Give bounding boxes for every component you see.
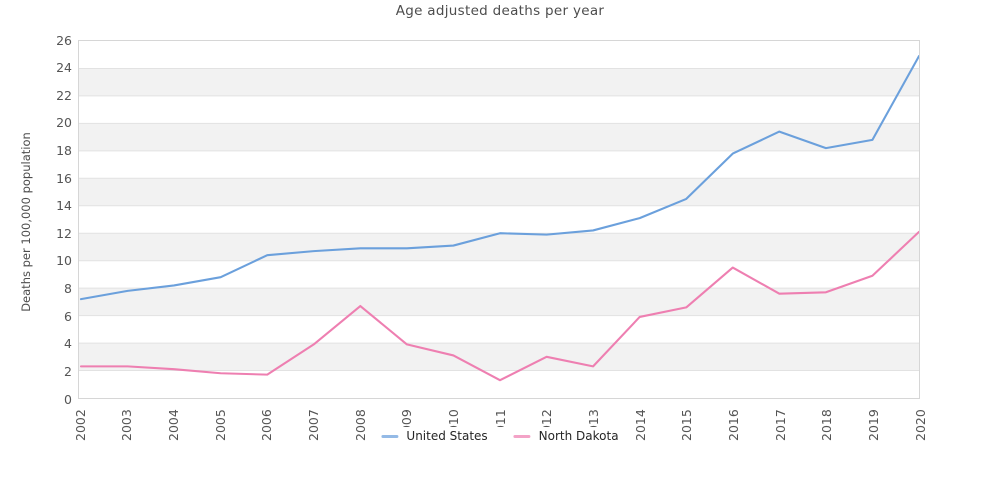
y-tick-label: 2: [64, 363, 72, 379]
x-tick-label: 2018: [819, 409, 835, 441]
legend-item-north-dakota: North Dakota: [513, 429, 619, 443]
y-tick-label: 18: [56, 142, 72, 158]
grid-band: [79, 343, 919, 371]
x-tick-label: 2016: [725, 409, 741, 441]
north-dakota-line-marker-icon: [513, 434, 531, 438]
y-tick-label: 16: [56, 170, 72, 186]
x-tick-label: 2020: [912, 409, 928, 441]
plot-canvas: [79, 55, 919, 382]
united-states-line-marker-icon: [381, 434, 399, 438]
y-tick-label: 8: [64, 281, 72, 297]
x-tick-label: 2017: [772, 409, 788, 441]
x-tick-label: 2006: [259, 409, 275, 441]
grid-band: [79, 233, 919, 261]
grid-band: [79, 123, 919, 151]
legend-label-north-dakota: North Dakota: [538, 429, 619, 443]
x-tick-label: 2003: [119, 409, 135, 441]
y-tick-label: 0: [64, 391, 72, 407]
y-tick-label: 12: [56, 225, 72, 241]
chart-title: Age adjusted deaths per year: [395, 3, 605, 19]
y-tick-label: 14: [56, 198, 72, 214]
x-tick-label: 2014: [632, 409, 648, 441]
y-tick-label: 20: [56, 115, 72, 131]
y-tick-label: 24: [56, 60, 72, 76]
x-tick-label: 2005: [212, 409, 228, 441]
x-tick-label: 2019: [865, 409, 881, 441]
x-tick-label: 2015: [679, 409, 695, 441]
legend-item-united-states: United States: [381, 429, 488, 443]
y-tick-label: 22: [56, 87, 72, 103]
y-tick-label: 26: [56, 32, 72, 48]
grid-band: [79, 178, 919, 206]
x-tick-label: 2004: [165, 409, 181, 441]
legend-label-united-states: United States: [406, 429, 488, 443]
legend: United States North Dakota: [371, 427, 629, 445]
x-tick-label: 2008: [352, 409, 368, 441]
line-north-dakota: [79, 230, 919, 382]
y-tick-label: 10: [56, 253, 72, 269]
grid-layer: [79, 67, 919, 372]
y-tick-label: 6: [64, 308, 72, 324]
y-tick-label: 4: [64, 336, 72, 352]
grid-band: [79, 68, 919, 96]
line-united-states: [79, 55, 919, 301]
plot-area: [78, 40, 920, 399]
x-tick-label: 2002: [72, 409, 88, 441]
x-tick-label: 2007: [305, 409, 321, 441]
